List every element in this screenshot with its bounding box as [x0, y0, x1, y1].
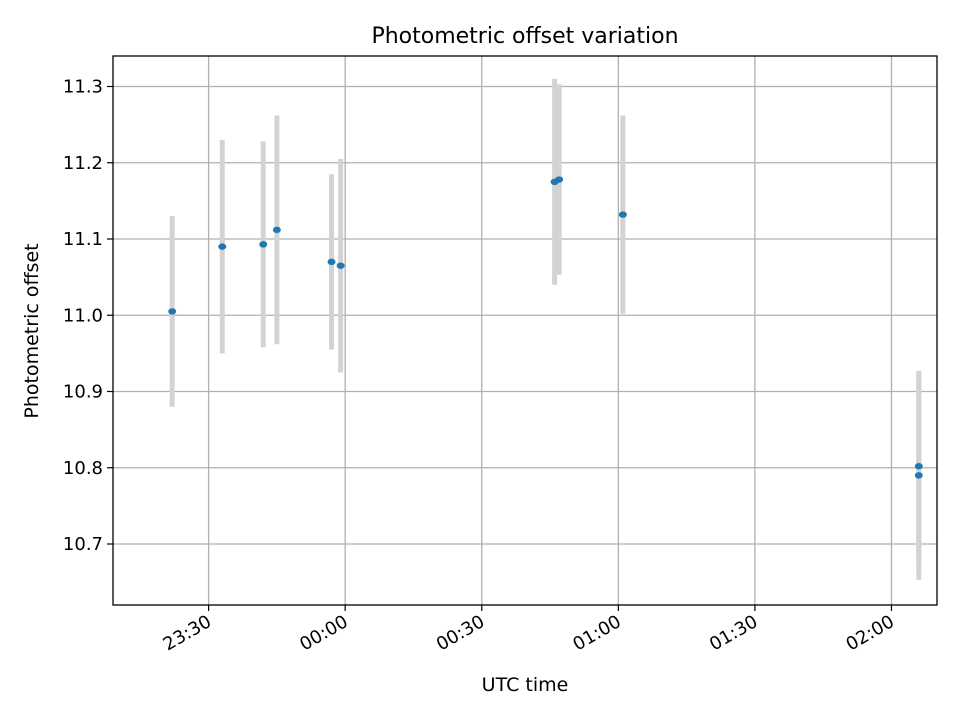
data-point: [272, 226, 281, 234]
plot-frame: [112, 55, 938, 606]
chart-title: Photometric offset variation: [371, 24, 678, 49]
error-bars: [169, 78, 922, 580]
y-tick-label: 11.1: [63, 229, 103, 250]
x-axis-label: UTC time: [482, 674, 569, 696]
data-points: [168, 176, 923, 479]
data-point: [327, 258, 336, 266]
y-tick-label: 11.2: [63, 153, 103, 174]
data-point: [218, 243, 227, 250]
y-tick-label: 10.7: [63, 534, 103, 555]
y-tick-label: 11.3: [63, 77, 103, 98]
data-point: [555, 176, 564, 183]
grid-lines: [113, 56, 937, 605]
data-point: [914, 472, 923, 479]
data-point: [618, 211, 627, 218]
data-point: [259, 241, 268, 248]
x-tick-label: 00:30: [433, 611, 488, 655]
x-tick-label: 00:00: [296, 611, 351, 655]
x-tick-label: 01:30: [706, 611, 761, 655]
y-axis-ticks: 10.7 10.8 10.9 11.0 11.1 11.2 11.3: [63, 77, 113, 555]
x-tick-label: 02:00: [843, 611, 898, 655]
y-tick-label: 10.8: [63, 458, 103, 479]
data-point: [914, 463, 923, 470]
x-axis-ticks: 23:30 00:00 00:30 01:00 01:30 02:00: [160, 605, 898, 655]
y-axis-label: Photometric offset: [21, 243, 43, 418]
y-tick-label: 11.0: [63, 305, 103, 326]
y-tick-label: 10.9: [63, 382, 103, 403]
x-tick-label: 23:30: [160, 611, 215, 655]
data-point: [168, 308, 177, 315]
x-tick-label: 01:00: [569, 611, 624, 655]
data-point: [336, 262, 345, 269]
